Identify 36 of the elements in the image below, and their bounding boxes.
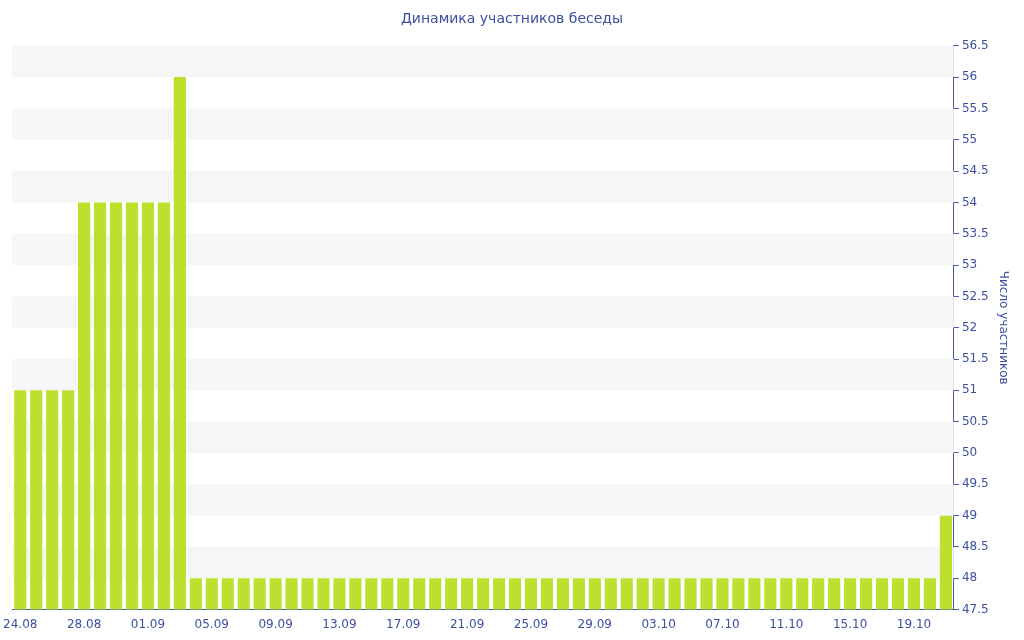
x-tick-label: 11.10 (769, 616, 804, 631)
y-tick-label: 50 (961, 445, 978, 460)
y-tick-label: 53.5 (961, 225, 989, 240)
x-tick-label: 09.09 (258, 616, 293, 631)
x-tick-label: 05.09 (194, 616, 229, 631)
x-tick-label: 15.10 (832, 616, 868, 631)
y-tick-label: 49 (961, 507, 978, 522)
x-tick-label: 21.09 (449, 616, 485, 631)
y-tick-label: 53 (961, 257, 978, 272)
x-tick-label: 01.09 (130, 616, 166, 631)
x-tick-label: 25.09 (513, 616, 549, 631)
y-tick-label: 47.5 (961, 601, 989, 616)
y-tick-label: 49.5 (961, 476, 989, 491)
y-tick-label: 56.5 (961, 37, 989, 52)
y-tick-label: 48.5 (961, 539, 989, 554)
y-tick-label: 54.5 (961, 163, 989, 178)
y-tick-label: 52.5 (961, 288, 989, 303)
y-tick-label: 52 (961, 319, 978, 334)
chart-title: Динамика участников беседы (400, 10, 624, 27)
x-tick-label: 28.08 (66, 616, 102, 631)
y-tick-label: 50.5 (961, 413, 989, 428)
y-tick-label: 51.5 (961, 351, 989, 366)
x-tick-label: 07.10 (705, 616, 740, 631)
x-tick-label: 19.10 (896, 616, 932, 631)
x-tick-label: 29.09 (577, 616, 612, 631)
y-axis-title: Число участников (996, 270, 1011, 385)
x-tick-label: 03.10 (641, 616, 676, 631)
x-tick-label: 24.08 (3, 616, 38, 631)
y-tick-label: 54 (961, 194, 978, 209)
y-tick-label: 51 (961, 382, 978, 397)
x-tick-label: 13.09 (322, 616, 357, 631)
y-tick-label: 55 (961, 131, 978, 146)
y-tick-label: 55.5 (961, 100, 989, 115)
x-tick-label: 17.09 (386, 616, 421, 631)
y-tick-label: 48 (961, 570, 978, 585)
y-tick-label: 56 (961, 69, 978, 84)
